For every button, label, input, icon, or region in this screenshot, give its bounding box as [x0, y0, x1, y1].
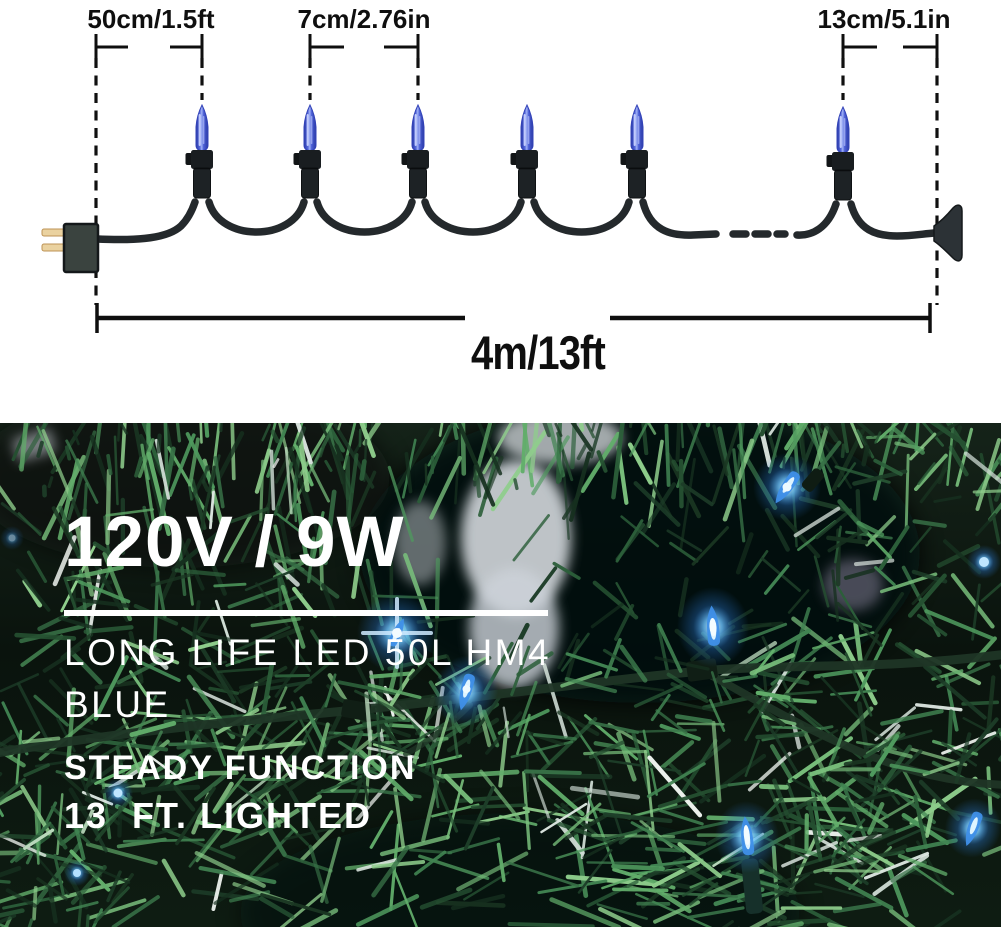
blue-led-light [64, 860, 90, 886]
blue-led-light [676, 587, 750, 667]
dashed-guide-lines [94, 58, 939, 305]
power-plug [41, 222, 100, 274]
string-light-bulb [825, 106, 855, 201]
blue-led-light [753, 453, 825, 521]
string-light-bulb [509, 104, 539, 199]
blue-led-light [433, 655, 499, 727]
string-light-bulbs [184, 104, 855, 201]
blue-led-light [944, 798, 1001, 858]
light-string-wire [93, 198, 938, 244]
blue-led-light [714, 801, 780, 914]
tree-photo-art [0, 423, 1001, 927]
ornament-blob [823, 559, 883, 611]
blue-led-light [357, 593, 437, 673]
measure-ticks [94, 34, 939, 58]
blue-led-light [967, 545, 1001, 579]
string-light-bulb [619, 104, 649, 199]
lead-length-label: 50cm/1.5ft [87, 4, 215, 34]
total-length-label: 4m/13ft [471, 328, 605, 380]
pine-needles-layer [0, 423, 1001, 927]
string-lights-dimension-diagram: 50cm/1.5ft 7cm/2.76in 13cm/5.1in [41, 4, 963, 380]
string-light-bulb [400, 104, 430, 199]
tail-length-label: 13cm/5.1in [818, 4, 951, 34]
string-light-bulb [292, 104, 322, 199]
blue-led-light [0, 526, 24, 550]
end-connector [933, 204, 963, 262]
blue-led-light [103, 778, 133, 808]
tree-photo: 120V / 9W LONG LIFE LED 50L HM4 BLUE STE… [0, 423, 1001, 927]
total-length-bracket [95, 303, 932, 333]
bulb-spacing-label: 7cm/2.76in [298, 4, 431, 34]
string-light-bulb [184, 104, 214, 199]
pine-needles-foreground [21, 623, 999, 874]
